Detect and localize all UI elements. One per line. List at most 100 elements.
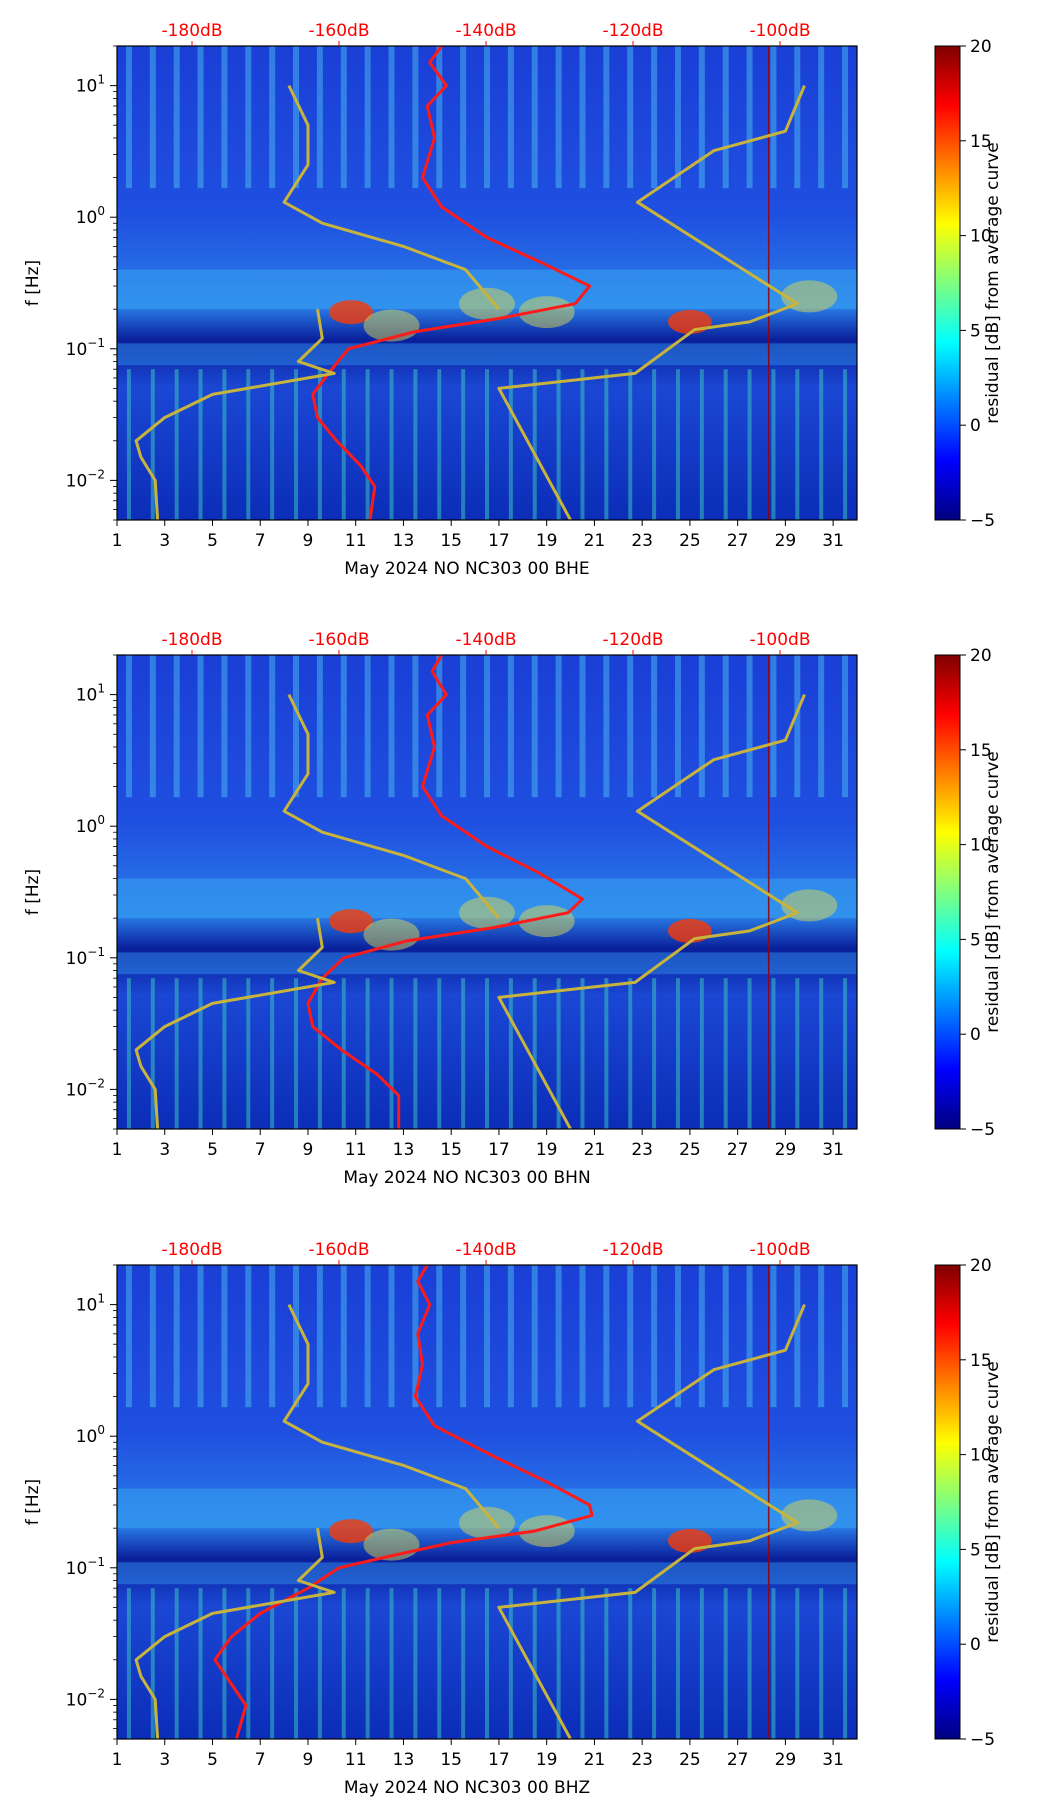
- colorbar-tick-label: 5: [970, 321, 981, 341]
- x-tick-label: 25: [679, 1750, 701, 1770]
- colorbar-tick-label: −5: [970, 1120, 995, 1140]
- noise-curve: [311, 46, 592, 520]
- colorbar-tick-label: 15: [970, 132, 992, 152]
- x-tick-label: 15: [440, 1140, 462, 1160]
- top-tick-label: -140dB: [455, 21, 516, 41]
- colorbar-tick-label: 10: [970, 1446, 992, 1466]
- x-tick-label: 23: [631, 1140, 653, 1160]
- x-tick-label: 3: [159, 531, 170, 551]
- y-tick-label: 100: [76, 813, 105, 837]
- colorbar-tick-label: 20: [970, 37, 992, 57]
- x-tick-label: 17: [488, 1140, 510, 1160]
- noise-model-curve: [497, 1304, 806, 1739]
- x-tick-label: 13: [393, 531, 415, 551]
- noise-curve: [213, 1265, 594, 1739]
- colorbar-tick-label: 20: [970, 1256, 992, 1276]
- colorbar-tick-label: 0: [970, 416, 981, 436]
- spectrogram-panel: 1 3 5 7 9 11 13 15 17 19 21 23 25 27 29 3110−210−110010…: [23, 630, 858, 1188]
- x-tick-label: 31: [822, 1750, 844, 1770]
- y-tick-label: 100: [76, 1423, 105, 1447]
- y-tick-label: 10−1: [66, 1555, 105, 1579]
- x-tick-label: 19: [536, 1750, 558, 1770]
- colorbar: −5 0 5 10 15 20 residual [dB] from average cur…: [934, 37, 1003, 531]
- spectrogram-panel: 1 3 5 7 9 11 13 15 17 19 21 23 25 27 29 3110−210−110010…: [23, 21, 858, 579]
- x-tick-label: 27: [727, 1140, 749, 1160]
- x-tick-label: 17: [488, 1750, 510, 1770]
- x-tick-label: 7: [255, 1750, 266, 1770]
- x-tick-label: 15: [440, 1750, 462, 1770]
- top-tick-label: -160dB: [308, 630, 369, 650]
- noise-model-curve: [282, 693, 501, 920]
- x-tick-label: 31: [822, 1140, 844, 1160]
- x-tick-label: 27: [727, 531, 749, 551]
- x-axis-label: May 2024 NO NC303 00 BHN: [343, 1168, 590, 1188]
- x-tick-label: 11: [345, 531, 367, 551]
- colorbar: −5 0 5 10 15 20 residual [dB] from average cur…: [934, 1256, 1003, 1750]
- top-tick-label: -160dB: [308, 21, 369, 41]
- noise-curve: [306, 655, 584, 1129]
- y-axis-label: f [Hz]: [23, 1479, 43, 1525]
- y-tick-label: 10−2: [66, 1076, 105, 1100]
- top-tick-label: -100dB: [749, 630, 810, 650]
- x-tick-label: 1: [112, 1750, 123, 1770]
- top-tick-label: -100dB: [749, 1240, 810, 1260]
- noise-model-curve: [497, 694, 806, 1129]
- top-tick-label: -180dB: [161, 1240, 222, 1260]
- x-tick-label: 21: [584, 1140, 606, 1160]
- x-tick-label: 21: [584, 1750, 606, 1770]
- y-tick-label: 10−1: [66, 945, 105, 969]
- y-tick-label: 10−1: [66, 336, 105, 360]
- colorbar-label: residual [dB] from average curve: [983, 1361, 1003, 1642]
- top-tick-label: -160dB: [308, 1240, 369, 1260]
- x-axis-label: May 2024 NO NC303 00 BHE: [344, 559, 589, 579]
- colorbar: −5 0 5 10 15 20 residual [dB] from average cur…: [934, 646, 1003, 1140]
- x-tick-label: 7: [255, 531, 266, 551]
- top-tick-label: -120dB: [602, 630, 663, 650]
- x-tick-label: 9: [303, 1140, 314, 1160]
- noise-model-curve: [282, 1303, 501, 1530]
- colorbar-tick-label: −5: [970, 1730, 995, 1750]
- x-tick-label: 5: [207, 1750, 218, 1770]
- x-tick-label: 5: [207, 531, 218, 551]
- spectrogram-panel: 1 3 5 7 9 11 13 15 17 19 21 23 25 27 29 3110−210−110010…: [23, 1240, 858, 1798]
- colorbar-tick-label: 5: [970, 1540, 981, 1560]
- x-tick-label: 29: [775, 1750, 797, 1770]
- x-tick-label: 1: [112, 531, 123, 551]
- colorbar-tick-label: 15: [970, 741, 992, 761]
- y-tick-label: 10−2: [66, 1686, 105, 1710]
- top-tick-label: -140dB: [455, 1240, 516, 1260]
- spectrogram-texture: [117, 655, 857, 1129]
- top-tick-label: -140dB: [455, 630, 516, 650]
- noise-model-curve: [282, 84, 501, 311]
- colorbar-tick-label: 10: [970, 227, 992, 247]
- top-tick-label: -120dB: [602, 1240, 663, 1260]
- noise-model-curve: [134, 917, 336, 1129]
- x-tick-label: 19: [536, 1140, 558, 1160]
- x-tick-label: 25: [679, 1140, 701, 1160]
- x-tick-label: 19: [536, 531, 558, 551]
- colorbar-tick-label: 10: [970, 836, 992, 856]
- colorbar-tick-label: 0: [970, 1025, 981, 1045]
- x-tick-label: 29: [775, 1140, 797, 1160]
- colorbar-tick-label: 5: [970, 930, 981, 950]
- x-tick-label: 21: [584, 531, 606, 551]
- x-tick-label: 9: [303, 1750, 314, 1770]
- noise-model-curve: [134, 1527, 336, 1739]
- top-tick-label: -180dB: [161, 630, 222, 650]
- x-tick-label: 29: [775, 531, 797, 551]
- x-tick-label: 3: [159, 1750, 170, 1770]
- x-tick-label: 31: [822, 531, 844, 551]
- colorbar-label: residual [dB] from average curve: [983, 751, 1003, 1032]
- x-tick-label: 7: [255, 1140, 266, 1160]
- colorbar-tick-label: −5: [970, 511, 995, 531]
- x-tick-label: 5: [207, 1140, 218, 1160]
- y-tick-label: 101: [76, 682, 105, 706]
- x-tick-label: 15: [440, 531, 462, 551]
- y-tick-label: 10−2: [66, 467, 105, 491]
- x-tick-label: 25: [679, 531, 701, 551]
- x-axis-label: May 2024 NO NC303 00 BHZ: [344, 1778, 590, 1798]
- x-tick-label: 17: [488, 531, 510, 551]
- x-tick-label: 27: [727, 1750, 749, 1770]
- colorbar-tick-label: 0: [970, 1635, 981, 1655]
